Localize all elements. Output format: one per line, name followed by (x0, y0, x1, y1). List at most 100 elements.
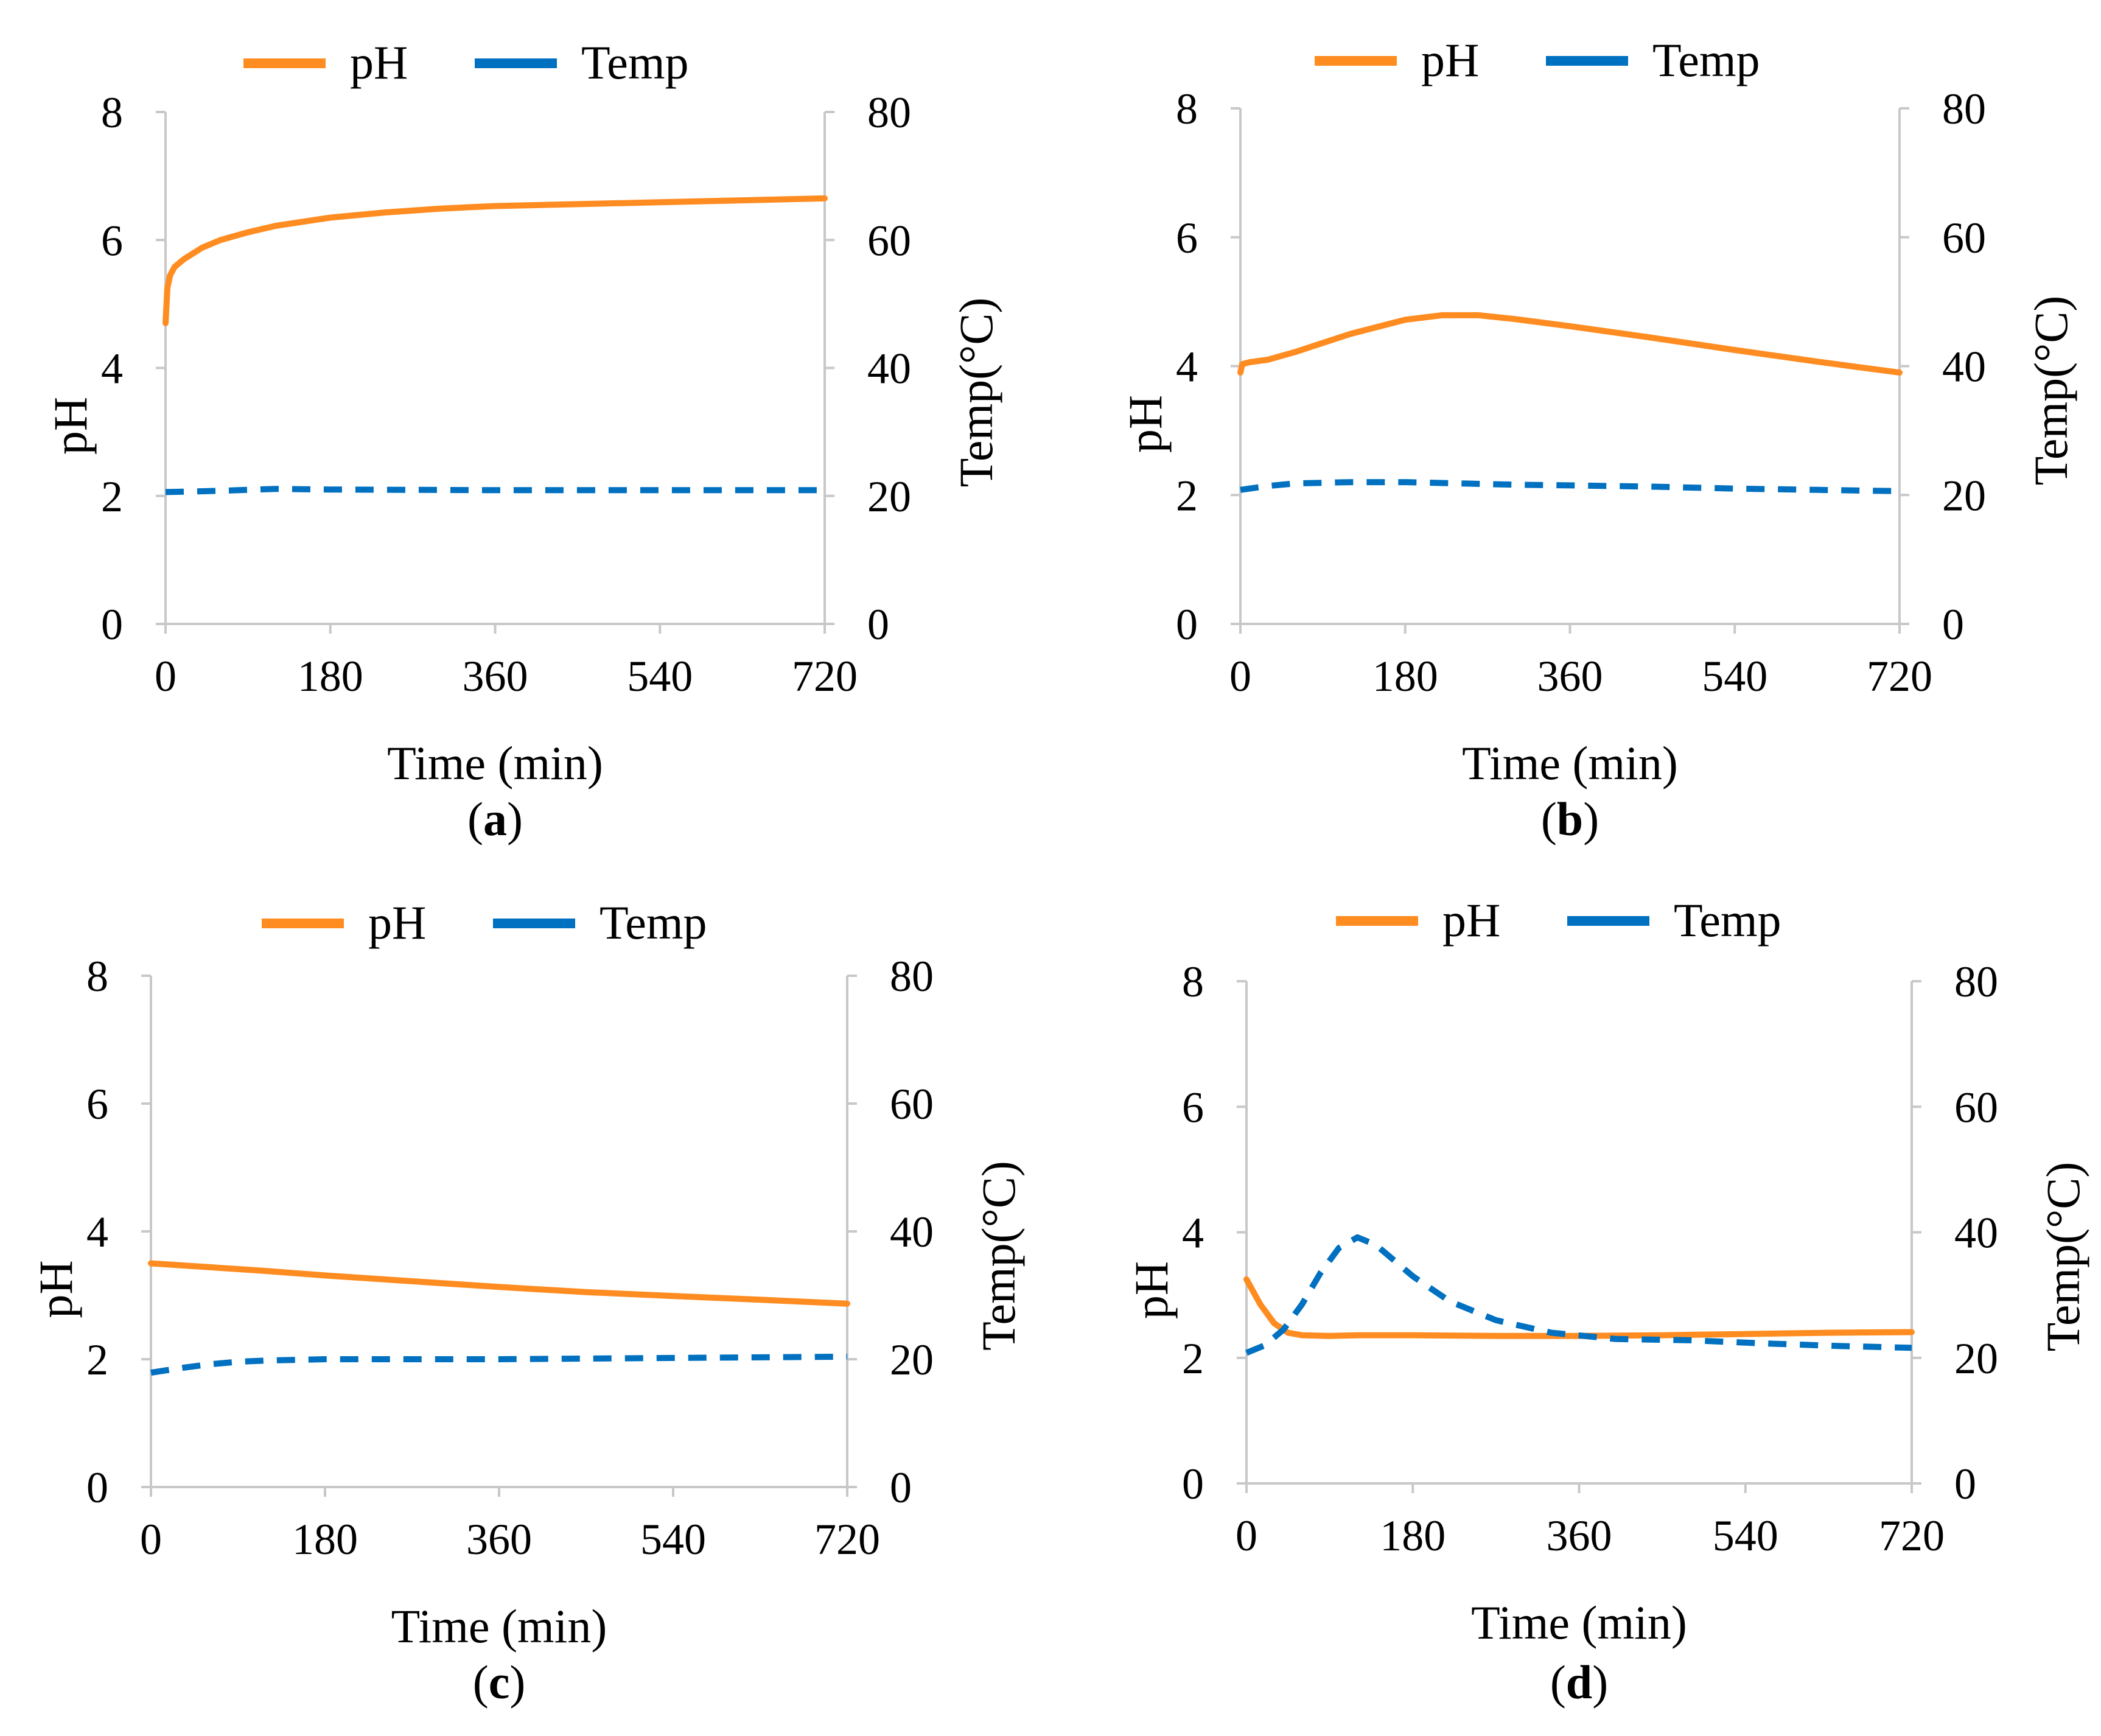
y2-tick-label: 0 (867, 600, 889, 649)
y2-axis-title: Temp(°C) (2036, 1162, 2089, 1352)
y-tick-label: 6 (86, 1080, 108, 1129)
ph-series-line (148, 1260, 850, 1307)
y-tick-label: 0 (86, 1463, 108, 1512)
y-axis-title: pH (29, 1260, 82, 1318)
y2-axis-title: Temp(°C) (949, 298, 1002, 488)
panel-label-letter: d (1566, 1656, 1592, 1709)
panel-label-open: ( (473, 1656, 489, 1709)
legend-label-ph: pH (368, 896, 426, 949)
legend: pH Temp (262, 896, 707, 949)
panel-label-open: ( (467, 793, 483, 845)
temp-series-line (1240, 479, 1900, 494)
y-tick-label: 2 (101, 472, 123, 521)
y2-tick-label: 40 (890, 1208, 934, 1256)
legend: pH Temp (1336, 894, 1781, 947)
x-axis-title: Time (min) (1471, 1596, 1687, 1649)
x-tick-label: 540 (1713, 1511, 1778, 1560)
legend-label-temp: Temp (1652, 33, 1760, 86)
y2-axis-title: Temp(°C) (972, 1161, 1025, 1351)
y-tick-label: 2 (1182, 1334, 1204, 1383)
y-tick-label: 8 (86, 952, 108, 1001)
x-tick-label: 360 (466, 1515, 532, 1564)
x-tick-label: 720 (1879, 1511, 1945, 1560)
ph-series-line (1243, 1276, 1915, 1339)
x-tick-label: 0 (140, 1515, 162, 1564)
y-tick-label: 8 (1182, 957, 1204, 1006)
y2-axis-title: Temp(°C) (2024, 296, 2077, 486)
y2-tick-label: 20 (1954, 1334, 1998, 1383)
x-tick-label: 360 (463, 652, 528, 701)
x-tick-label: 360 (1537, 652, 1603, 701)
panel-label-letter: a (483, 793, 507, 845)
y-tick-label: 0 (1182, 1460, 1204, 1508)
ph-series-line (1237, 312, 1903, 376)
y2-tick-label: 40 (867, 345, 911, 393)
x-tick-label: 0 (155, 652, 177, 701)
y-tick-label: 4 (1176, 343, 1198, 391)
y2-tick-label: 60 (1942, 214, 1986, 262)
y2-tick-label: 20 (1942, 471, 1986, 520)
x-tick-label: 720 (792, 652, 858, 701)
x-tick-label: 540 (640, 1515, 706, 1564)
y-tick-label: 8 (101, 88, 123, 137)
x-tick-label: 540 (1702, 652, 1767, 701)
x-tick-label: 0 (1236, 1511, 1257, 1560)
y-axis-title: pH (1125, 1261, 1178, 1319)
panel-label: (d) (1550, 1656, 1608, 1709)
y2-tick-label: 80 (1942, 85, 1986, 133)
legend-label-temp: Temp (600, 896, 707, 949)
legend-label-temp: Temp (1674, 894, 1781, 947)
legend-label-ph: pH (350, 36, 408, 89)
panel-label: (b) (1541, 793, 1599, 845)
y-tick-label: 4 (101, 345, 123, 393)
panel-label-close: ) (1583, 793, 1599, 845)
temp-series-line (1245, 1234, 1912, 1356)
legend: pH Temp (1315, 33, 1760, 86)
x-axis-title: Time (min) (391, 1600, 607, 1653)
y2-tick-label: 80 (1954, 957, 1998, 1006)
legend: pH Temp (243, 36, 689, 89)
panel-label-close: ) (509, 1656, 525, 1709)
legend-label-temp: Temp (581, 36, 689, 89)
y-tick-label: 0 (101, 600, 123, 649)
x-tick-label: 720 (814, 1515, 880, 1564)
y-tick-label: 4 (1182, 1209, 1204, 1258)
x-axis-title: Time (min) (1462, 737, 1678, 789)
x-tick-label: 180 (298, 652, 363, 701)
panel-label-letter: b (1557, 793, 1583, 845)
x-axis-title: Time (min) (387, 737, 603, 789)
x-tick-label: 180 (1380, 1511, 1446, 1560)
y-tick-label: 2 (1176, 471, 1198, 520)
y2-tick-label: 40 (1942, 343, 1986, 391)
x-tick-label: 540 (627, 652, 693, 701)
y-axis-title: pH (1119, 395, 1172, 453)
x-tick-label: 0 (1229, 652, 1251, 701)
y2-tick-label: 80 (867, 88, 911, 137)
x-tick-label: 720 (1867, 652, 1932, 701)
y2-tick-label: 0 (1954, 1460, 1976, 1508)
y-tick-label: 6 (1182, 1083, 1204, 1132)
panel-label-close: ) (507, 793, 523, 845)
panel-label-open: ( (1541, 793, 1557, 845)
y-tick-label: 0 (1176, 600, 1198, 649)
temp-series-line (165, 486, 825, 495)
legend-label-ph: pH (1442, 894, 1500, 947)
y-tick-label: 8 (1176, 85, 1198, 133)
x-tick-label: 180 (292, 1515, 358, 1564)
panel-label: (c) (473, 1656, 526, 1709)
y2-tick-label: 80 (890, 952, 934, 1001)
x-tick-label: 360 (1547, 1511, 1612, 1560)
x-tick-label: 180 (1372, 652, 1438, 701)
y2-tick-label: 40 (1954, 1209, 1998, 1258)
legend-label-ph: pH (1421, 33, 1479, 86)
y2-tick-label: 0 (1942, 600, 1964, 649)
panel-label-close: ) (1592, 1656, 1608, 1709)
y2-tick-label: 20 (890, 1335, 934, 1384)
temp-series-line (150, 1353, 848, 1376)
y2-tick-label: 60 (890, 1080, 934, 1129)
panel-label-letter: c (489, 1656, 510, 1709)
